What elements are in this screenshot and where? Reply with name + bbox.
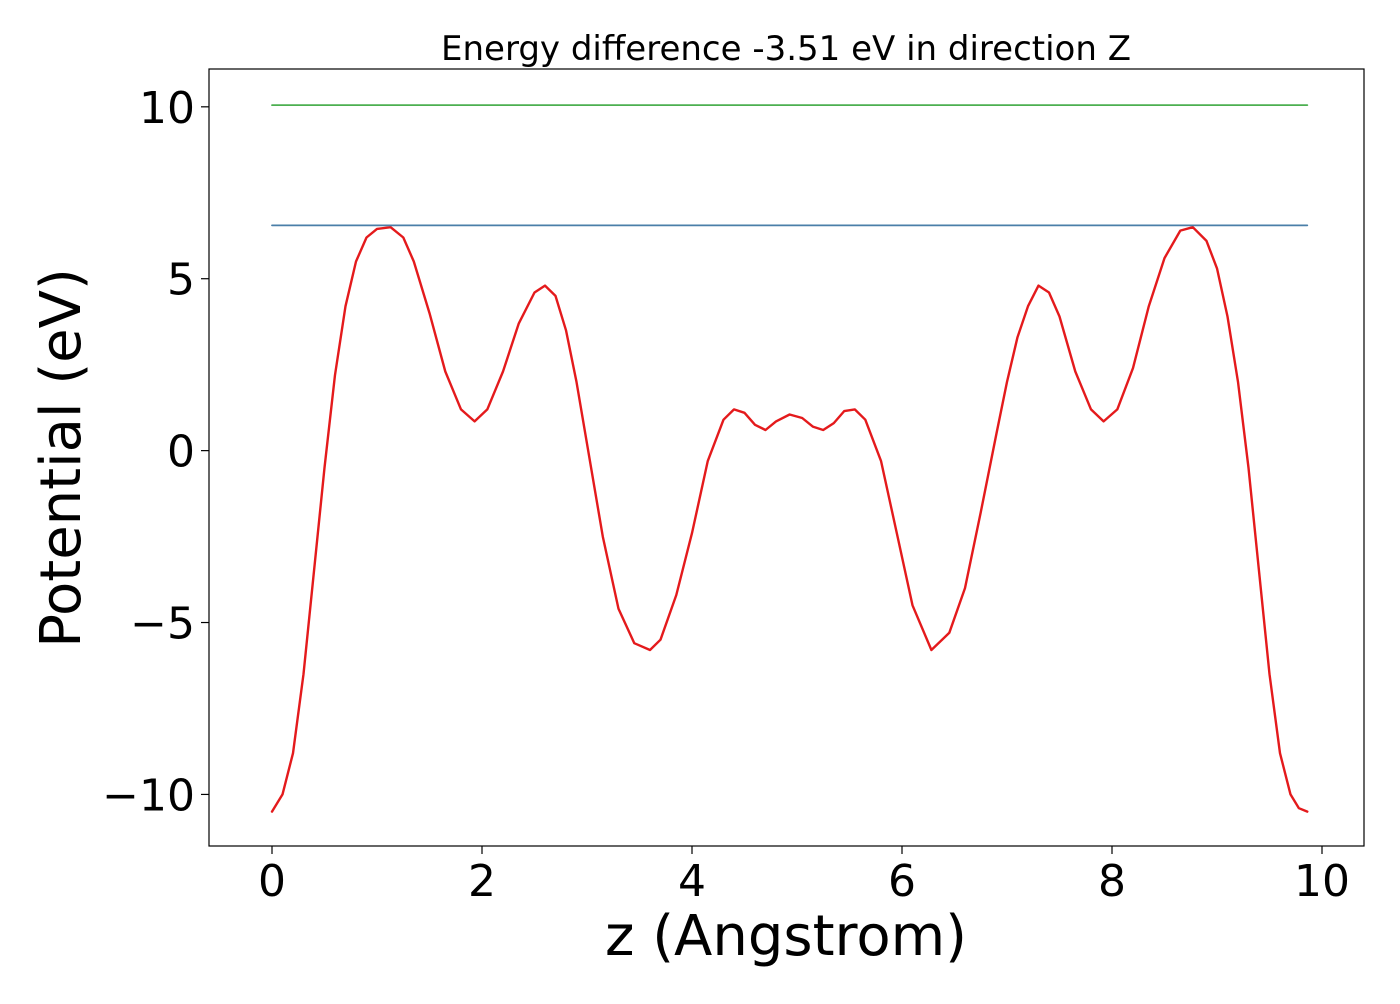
y-axis: 10 5 0 −5 −10	[102, 83, 209, 821]
series-layer	[270, 104, 1309, 813]
plot-frame	[208, 68, 1365, 847]
x-tick-label: 8	[1098, 856, 1126, 907]
x-tick-label: 6	[888, 856, 916, 907]
series-line-1	[270, 225, 1309, 813]
plot-area	[208, 68, 1365, 847]
y-tick-label: 5	[167, 255, 195, 306]
y-tick-label: −5	[130, 599, 195, 650]
x-tick-label: 0	[258, 856, 286, 907]
x-axis-title: z (Angstrom)	[605, 904, 967, 969]
x-tick-label: 4	[678, 856, 706, 907]
y-tick-label: 0	[167, 427, 195, 478]
y-tick-label: 10	[139, 83, 195, 134]
y-tick-label: −10	[102, 770, 195, 821]
y-axis-title: Potential (eV)	[29, 268, 94, 648]
x-tick-label: 10	[1294, 856, 1350, 907]
chart-title: Energy difference -3.51 eV in direction …	[441, 29, 1131, 69]
x-tick-label: 2	[468, 856, 496, 907]
x-axis: 0 2 4 6 8 10	[258, 846, 1350, 907]
